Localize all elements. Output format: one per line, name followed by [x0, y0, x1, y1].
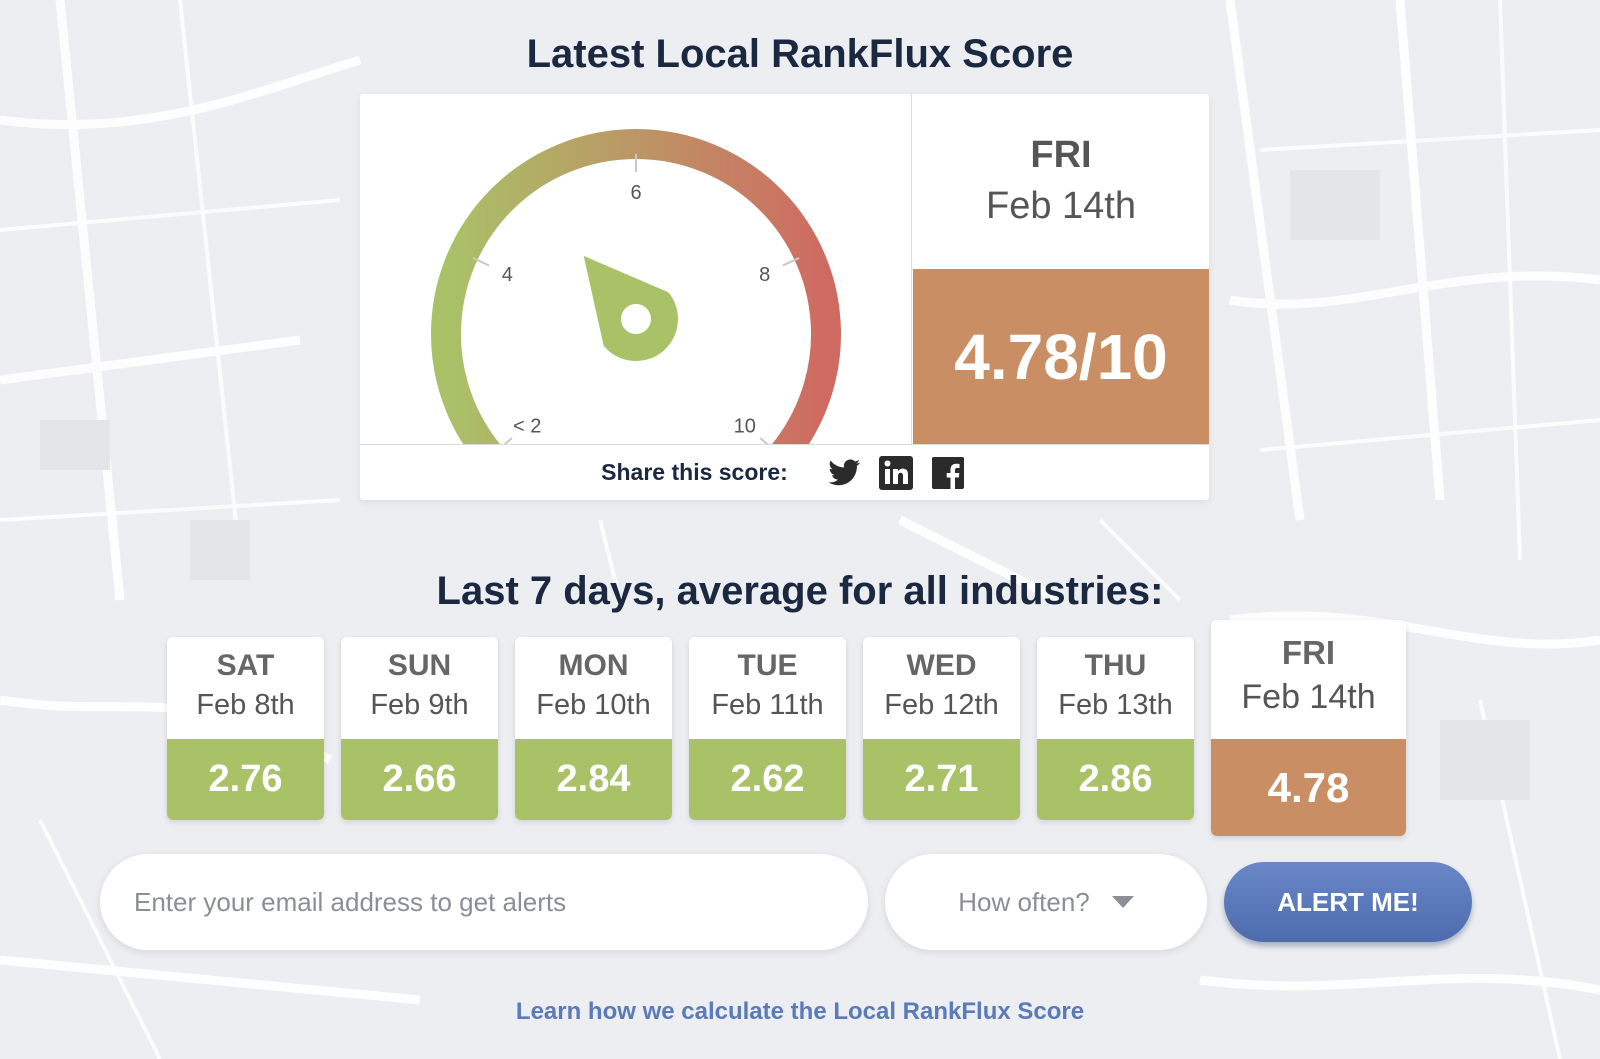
gauge-tick [472, 257, 490, 267]
frequency-label: How often? [958, 886, 1090, 917]
share-label: Share this score: [601, 459, 788, 485]
email-input[interactable] [100, 854, 868, 950]
gauge-tick-label: < 2 [513, 415, 541, 437]
gauge-tick-label: 10 [734, 415, 756, 437]
gauge-tick [782, 257, 800, 267]
learn-more-link[interactable]: Learn how we calculate the Local RankFlu… [515, 998, 1085, 1025]
day-card-header: SUN Feb 9th [341, 637, 498, 739]
linkedin-icon[interactable] [876, 453, 916, 493]
day-card-sat: SAT Feb 8th 2.76 [167, 637, 324, 820]
day-card-date: Feb 9th [370, 689, 469, 721]
day-card-wed: WED Feb 12th 2.71 [863, 637, 1020, 820]
day-card-dow: SAT [216, 649, 275, 682]
caret-down-icon [1111, 896, 1134, 908]
frequency-select[interactable]: How often? [885, 854, 1207, 950]
current-day: FRI [1030, 134, 1092, 176]
page-title: Latest Local RankFlux Score [526, 32, 1074, 76]
day-card-date: Feb 8th [196, 689, 295, 721]
day-card-header: FRI Feb 14th [1211, 620, 1406, 739]
day-card-dow: FRI [1281, 634, 1336, 671]
day-card-tue: TUE Feb 11th 2.62 [689, 637, 846, 820]
gauge-tick [759, 437, 769, 444]
day-card-dow: WED [906, 649, 977, 682]
gauge-tick [503, 437, 513, 444]
day-card-value: 2.71 [863, 739, 1020, 820]
gauge-panel: < 2 4 6 8 10 [360, 94, 912, 444]
score-gauge: < 2 4 6 8 10 [431, 129, 841, 444]
day-card-thu: THU Feb 13th 2.86 [1037, 637, 1194, 820]
day-card-sun: SUN Feb 9th 2.66 [341, 637, 498, 820]
day-card-value: 2.84 [515, 739, 672, 820]
day-card-mon: MON Feb 10th 2.84 [515, 637, 672, 820]
gauge-tick-label: 4 [502, 264, 513, 286]
day-card-header: SAT Feb 8th [167, 637, 324, 739]
day-card-value: 2.66 [341, 739, 498, 820]
day-card-value: 2.86 [1037, 739, 1194, 820]
day-card-date: Feb 10th [536, 689, 651, 721]
day-card-header: TUE Feb 11th [689, 637, 846, 739]
day-card-dow: MON [558, 649, 629, 682]
week-title: Last 7 days, average for all industries: [436, 569, 1164, 613]
day-card-header: MON Feb 10th [515, 637, 672, 739]
gauge-tick-label: 8 [759, 264, 770, 286]
day-card-header: THU Feb 13th [1037, 637, 1194, 739]
current-date: Feb 14th [986, 185, 1136, 227]
day-card-date: Feb 11th [711, 689, 824, 721]
day-card-value: 2.62 [689, 739, 846, 820]
day-card-dow: TUE [737, 649, 798, 682]
current-score: 4.78/10 [913, 269, 1209, 444]
day-card-date: Feb 14th [1241, 678, 1376, 716]
day-card-dow: SUN [387, 649, 452, 682]
day-card-date: Feb 12th [884, 689, 999, 721]
current-day-panel: FRI Feb 14th [913, 94, 1209, 269]
gauge-hub [621, 304, 651, 334]
gauge-arc [431, 129, 841, 444]
day-card-date: Feb 13th [1058, 689, 1173, 721]
score-card: < 2 4 6 8 10 FRI Feb 14th 4.78/10 Share this… [360, 94, 1209, 500]
day-card-value: 2.76 [167, 739, 324, 820]
gauge-tick-label: 6 [630, 182, 641, 204]
twitter-icon[interactable] [824, 453, 864, 493]
day-card-fri: FRI Feb 14th 4.78 [1211, 620, 1406, 836]
day-card-value: 4.78 [1211, 739, 1406, 836]
facebook-icon[interactable] [928, 453, 968, 493]
day-card-header: WED Feb 12th [863, 637, 1020, 739]
day-card-dow: THU [1084, 649, 1147, 682]
alert-me-button[interactable]: ALERT ME! [1224, 862, 1472, 942]
gauge-ticks: < 2 4 6 8 10 [472, 154, 800, 444]
share-row: Share this score: [360, 444, 1209, 500]
